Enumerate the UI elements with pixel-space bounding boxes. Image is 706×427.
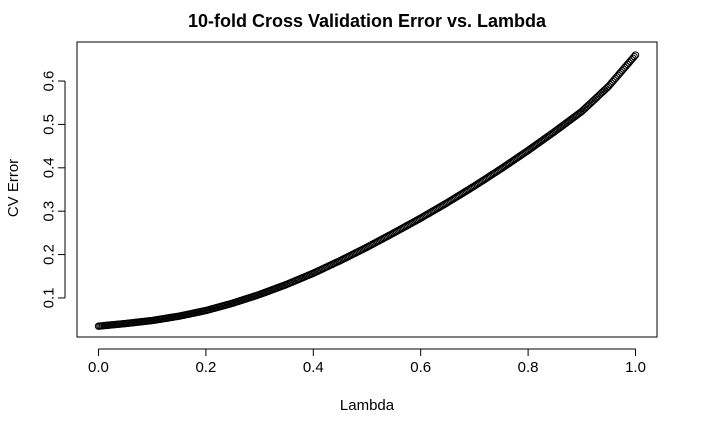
x-axis-label: Lambda bbox=[340, 397, 395, 414]
y-tick-label: 0.6 bbox=[41, 71, 58, 92]
y-tick-label: 0.1 bbox=[41, 288, 58, 309]
x-tick-label: 0.6 bbox=[410, 359, 431, 376]
y-tick-label: 0.2 bbox=[41, 244, 58, 265]
y-tick-label: 0.4 bbox=[41, 157, 58, 178]
x-tick-label: 1.0 bbox=[625, 359, 646, 376]
y-tick-label: 0.5 bbox=[41, 114, 58, 135]
x-tick-label: 0.2 bbox=[195, 359, 216, 376]
y-axis-label: CV Error bbox=[5, 159, 22, 217]
y-axis: 0.1 0.2 0.3 0.4 0.5 0.6 bbox=[41, 71, 66, 309]
data-point bbox=[630, 52, 638, 61]
data-points bbox=[94, 51, 640, 330]
plot-area-frame bbox=[76, 41, 658, 338]
x-tick-label: 0.4 bbox=[303, 359, 324, 376]
x-tick-label: 0.8 bbox=[518, 359, 539, 376]
x-axis: 0.0 0.2 0.4 0.6 0.8 1.0 bbox=[88, 348, 646, 376]
y-tick-label: 0.3 bbox=[41, 201, 58, 222]
chart-title: 10-fold Cross Validation Error vs. Lambd… bbox=[188, 11, 547, 31]
data-point bbox=[631, 51, 640, 59]
x-tick-label: 0.0 bbox=[88, 359, 109, 376]
